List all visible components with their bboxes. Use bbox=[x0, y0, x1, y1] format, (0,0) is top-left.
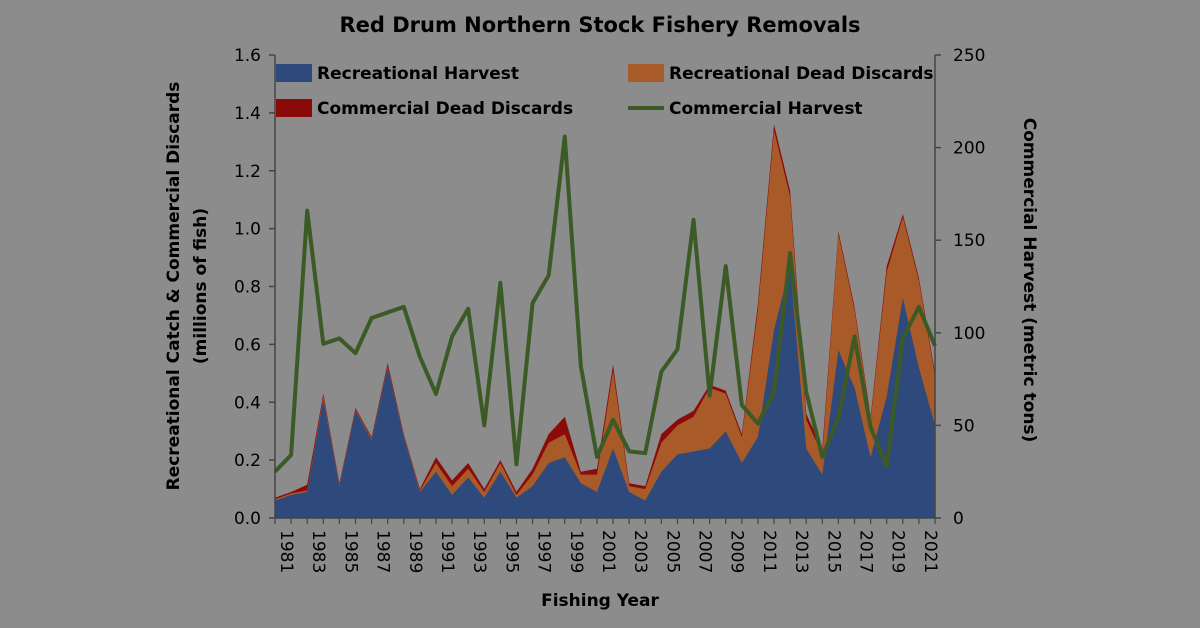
legend-label-recreational-harvest: Recreational Harvest bbox=[317, 64, 519, 84]
x-tick-label: 1985 bbox=[340, 530, 360, 573]
x-tick-label: 1991 bbox=[437, 530, 457, 573]
right-axis-title: Commercial Harvest (metric tons) bbox=[1019, 118, 1039, 443]
legend-label-commercial-harvest: Commercial Harvest bbox=[669, 99, 863, 119]
left-tick-label: 0.4 bbox=[234, 393, 261, 413]
area-recreational-harvest bbox=[275, 266, 935, 518]
left-tick-label: 0.2 bbox=[234, 451, 261, 471]
x-tick-label: 2021 bbox=[920, 530, 940, 573]
right-tick-label: 150 bbox=[953, 231, 985, 251]
x-tick-label: 2003 bbox=[630, 530, 650, 573]
x-tick-label: 1993 bbox=[469, 530, 489, 573]
legend: Recreational Harvest Recreational Dead D… bbox=[276, 64, 934, 119]
x-tick-label: 1995 bbox=[501, 530, 521, 573]
x-tick-label: 1981 bbox=[276, 530, 296, 573]
left-y-axis: 0.0 0.2 0.4 0.6 0.8 1.0 1.2 1.4 1.6 bbox=[234, 46, 276, 529]
x-tick-label: 2001 bbox=[598, 530, 618, 573]
left-tick-label: 1.6 bbox=[234, 46, 261, 66]
x-tick-label: 2015 bbox=[823, 530, 843, 573]
legend-swatch-commercial-dead-discards bbox=[276, 99, 312, 117]
legend-label-recreational-dead-discards: Recreational Dead Discards bbox=[669, 64, 934, 84]
x-axis: 1981 1983 1985 1987 1989 1991 1993 1995 1997 1999… bbox=[274, 517, 940, 573]
left-axis-title-line2: (millions of fish) bbox=[191, 208, 211, 364]
left-tick-label: 1.2 bbox=[234, 162, 261, 182]
legend-swatch-recreational-dead-discards bbox=[628, 64, 664, 82]
x-tick-label: 1999 bbox=[566, 530, 586, 573]
left-tick-label: 1.0 bbox=[234, 220, 261, 240]
left-tick-label: 0.8 bbox=[234, 278, 261, 298]
left-axis-title-line1: Recreational Catch & Commercial Discards bbox=[164, 82, 184, 491]
x-tick-label: 2007 bbox=[695, 530, 715, 573]
x-tick-label: 2019 bbox=[888, 530, 908, 573]
x-tick-label: 2009 bbox=[727, 530, 747, 573]
right-tick-label: 50 bbox=[953, 416, 975, 436]
x-tick-label: 1987 bbox=[373, 530, 393, 573]
chart-title: Red Drum Northern Stock Fishery Removals bbox=[339, 13, 860, 37]
x-tick-label: 1989 bbox=[405, 530, 425, 573]
x-tick-label: 2013 bbox=[791, 530, 811, 573]
x-tick-label: 2017 bbox=[856, 530, 876, 573]
right-tick-label: 100 bbox=[953, 324, 985, 344]
line-commercial-harvest bbox=[273, 134, 937, 474]
x-tick-label: 1997 bbox=[534, 530, 554, 573]
plot-area bbox=[273, 124, 937, 519]
left-tick-label: 1.4 bbox=[234, 104, 261, 124]
right-tick-label: 0 bbox=[953, 509, 964, 529]
x-tick-label: 2005 bbox=[662, 530, 682, 573]
x-tick-label: 2011 bbox=[759, 530, 779, 573]
x-axis-title: Fishing Year bbox=[541, 591, 659, 611]
left-tick-label: 0.6 bbox=[234, 335, 261, 355]
right-y-axis: 0 50 100 150 200 250 bbox=[934, 46, 985, 529]
legend-swatch-recreational-harvest bbox=[276, 64, 312, 82]
right-tick-label: 200 bbox=[953, 139, 985, 159]
legend-label-commercial-dead-discards: Commercial Dead Discards bbox=[317, 99, 573, 119]
left-tick-label: 0.0 bbox=[234, 509, 261, 529]
x-tick-label: 1983 bbox=[308, 530, 328, 573]
right-tick-label: 250 bbox=[953, 46, 985, 66]
